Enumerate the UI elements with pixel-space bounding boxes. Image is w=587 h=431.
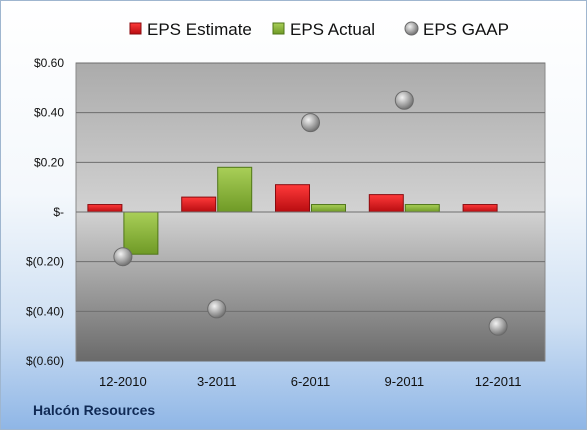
legend-eps-estimate-label: EPS Estimate <box>147 20 252 39</box>
eps-gaap-point <box>113 247 133 267</box>
x-tick-label: 3-2011 <box>197 374 237 389</box>
eps-gaap-point <box>301 113 320 133</box>
eps-gaap-point <box>394 90 414 110</box>
legend-eps-gaap-label: EPS GAAP <box>423 20 509 39</box>
plot-area: $0.60 $0.40 $0.20 $- $(0.20) $(0.40) $(0.60) 12… <box>26 56 546 389</box>
x-tick-label: 12-2010 <box>99 374 147 389</box>
legend-eps-estimate-swatch <box>129 22 142 35</box>
eps-estimate-bar <box>87 204 123 213</box>
y-tick-label: $(0.20) <box>26 255 64 269</box>
x-tick-label: 6-2011 <box>291 374 331 389</box>
y-tick-label: $0.60 <box>34 56 64 70</box>
y-tick-label: $(0.60) <box>26 354 64 368</box>
eps-actual-bar <box>404 204 440 213</box>
company-name: Halcón Resources <box>33 402 156 418</box>
eps-actual-bar <box>123 211 159 255</box>
y-tick-label: $- <box>53 205 64 219</box>
x-tick-label: 12-2011 <box>475 374 522 389</box>
y-tick-label: $0.40 <box>34 106 64 120</box>
x-tick-label: 9-2011 <box>385 374 425 389</box>
eps-estimate-bar <box>181 196 217 213</box>
eps-estimate-bar <box>275 184 310 213</box>
eps-estimate-bar <box>368 194 404 213</box>
eps-actual-bar <box>311 204 346 213</box>
eps-actual-bar <box>217 166 253 213</box>
legend-eps-actual-label: EPS Actual <box>290 20 375 39</box>
y-tick-label: $(0.40) <box>26 304 64 318</box>
y-tick-label: $0.20 <box>34 155 64 169</box>
legend-eps-gaap-swatch <box>404 21 419 36</box>
eps-gaap-point <box>207 299 227 319</box>
eps-estimate-bar <box>462 204 498 213</box>
legend-eps-actual-swatch <box>272 22 285 35</box>
eps-gaap-point <box>488 316 508 336</box>
legend: EPS Estimate EPS Actual EPS GAAP <box>129 20 509 39</box>
